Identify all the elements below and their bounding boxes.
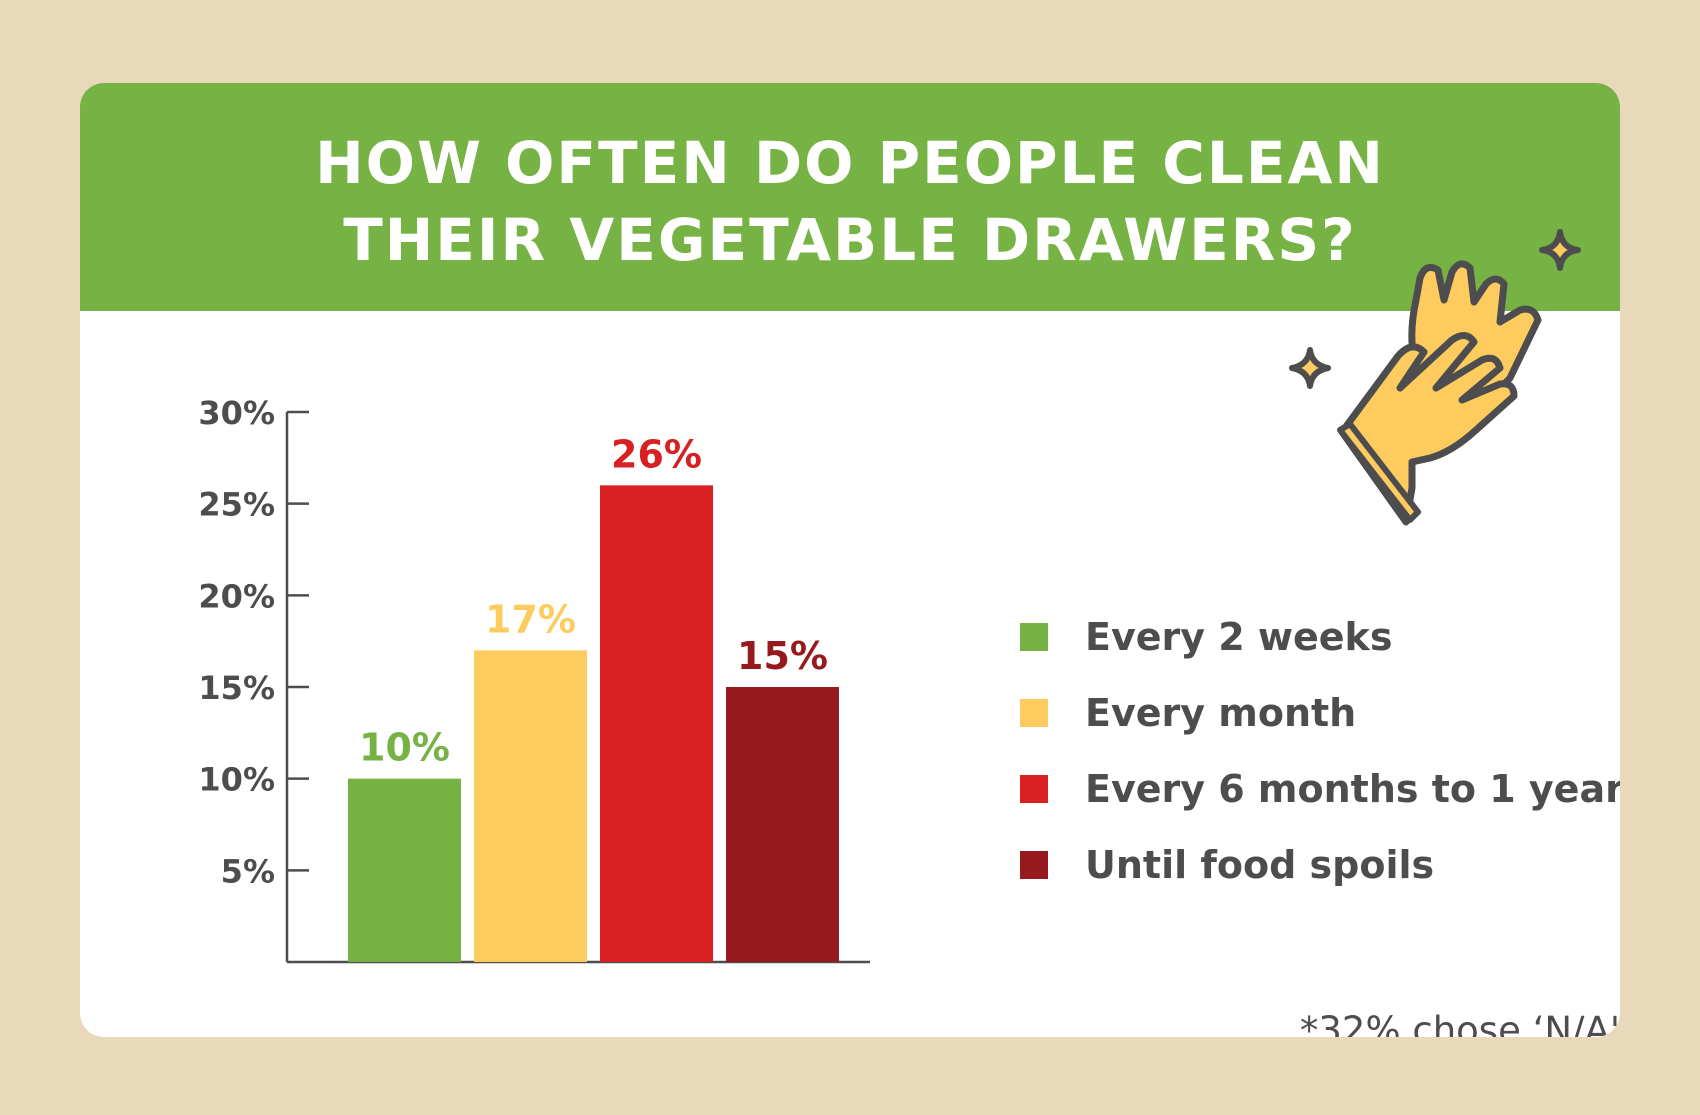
legend-swatch — [1020, 851, 1048, 879]
chart-title-line-2: THEIR VEGETABLE DRAWERS? — [343, 206, 1357, 274]
y-tick-label: 30% — [198, 394, 275, 432]
chart-card: HOW OFTEN DO PEOPLE CLEAN THEIR VEGETABL… — [80, 83, 1620, 1037]
sparkle-icon — [1289, 347, 1331, 389]
y-tick-label: 15% — [198, 669, 275, 707]
footnote: *32% chose ‘N/A' — [1299, 1009, 1620, 1037]
bar-value-label: 26% — [611, 432, 702, 476]
legend-item-every-2-weeks: Every 2 weeks — [1020, 613, 1620, 689]
legend-item-every-6-months: Every 6 months to 1 year — [1020, 765, 1620, 841]
legend-label: Every month — [1085, 691, 1357, 735]
chart-title: HOW OFTEN DO PEOPLE CLEAN THEIR VEGETABL… — [80, 125, 1620, 279]
bar — [474, 650, 587, 962]
chart-legend: Every 2 weeks Every month Every 6 months… — [1020, 613, 1620, 917]
bar-group: 10% 17% 26% 15% — [348, 432, 839, 962]
y-tick-label: 10% — [198, 761, 275, 799]
legend-item-until-food-spoils: Until food spoils — [1020, 841, 1620, 917]
legend-swatch — [1020, 699, 1048, 727]
legend-swatch — [1020, 775, 1048, 803]
glove-front — [1338, 332, 1518, 526]
y-tick-label: 20% — [198, 577, 275, 615]
y-tick-label: 25% — [198, 486, 275, 524]
glove-cuff — [1337, 421, 1421, 523]
legend-item-every-month: Every month — [1020, 689, 1620, 765]
bar — [348, 778, 461, 962]
legend-label: Every 2 weeks — [1085, 615, 1393, 659]
bar-value-label: 15% — [737, 634, 828, 678]
sparkle-icon — [1539, 229, 1581, 271]
y-tick-label: 5% — [221, 852, 275, 890]
chart-title-line-1: HOW OFTEN DO PEOPLE CLEAN — [315, 129, 1385, 197]
bar-value-label: 10% — [359, 726, 450, 770]
legend-label: Every 6 months to 1 year — [1085, 767, 1620, 811]
bar-value-label: 17% — [485, 597, 576, 641]
title-banner: HOW OFTEN DO PEOPLE CLEAN THEIR VEGETABL… — [80, 83, 1620, 311]
gloved-hands-icon — [1289, 229, 1581, 526]
legend-swatch — [1020, 623, 1048, 651]
bar — [600, 485, 713, 962]
bar — [726, 687, 839, 962]
legend-label: Until food spoils — [1085, 843, 1435, 887]
